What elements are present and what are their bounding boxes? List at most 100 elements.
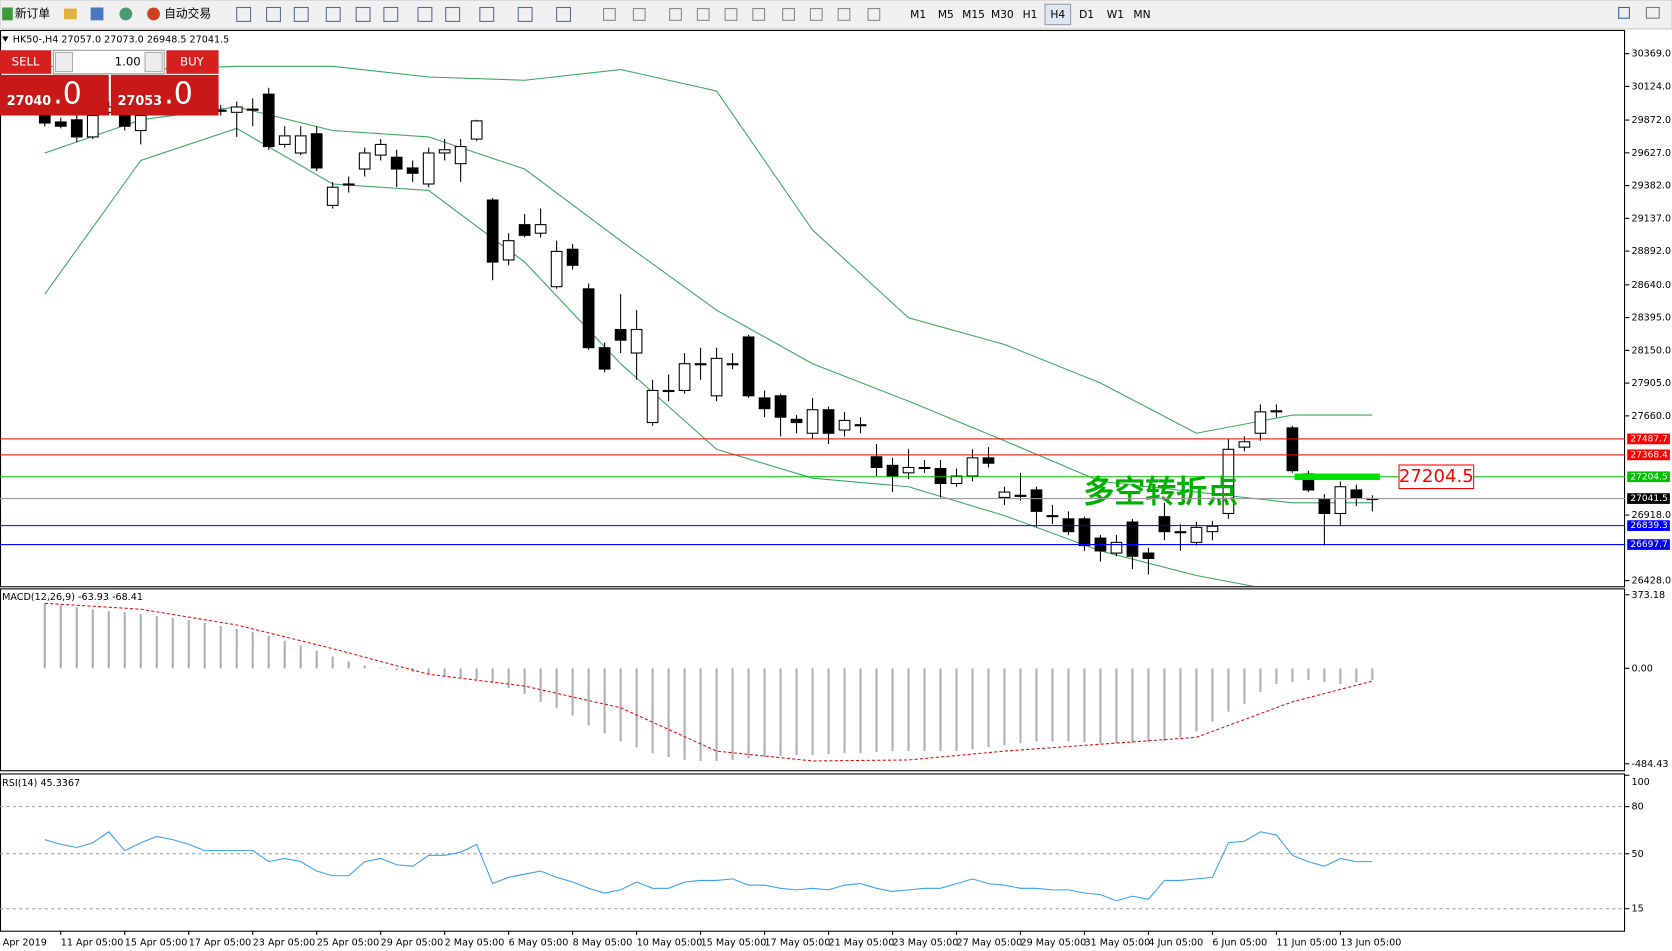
search[interactable] — [1618, 6, 1630, 19]
macd-bar — [939, 668, 942, 752]
auto-trading[interactable]: 自动交易 — [164, 6, 211, 20]
candle-body — [1110, 541, 1123, 554]
candle-body — [966, 457, 979, 477]
timeframe[interactable]: M5 — [938, 8, 954, 21]
icon[interactable] — [90, 7, 104, 21]
tool-icon[interactable] — [236, 6, 252, 22]
x-tick-label: 15 Apr 05:00 — [125, 937, 188, 948]
buy-price-big[interactable]: .0 — [164, 77, 192, 112]
tool-icon[interactable] — [355, 6, 371, 22]
draw-tool[interactable] — [603, 8, 616, 21]
macd-bar — [875, 668, 878, 753]
draw-tool[interactable] — [724, 8, 738, 21]
macd-bar — [363, 665, 366, 669]
draw-tool[interactable] — [809, 8, 823, 21]
buy-price[interactable]: 27053 — [118, 94, 162, 109]
timeframe[interactable]: M1 — [910, 8, 926, 21]
draw-tool[interactable] — [632, 8, 646, 21]
candle-body — [230, 106, 243, 113]
draw-tool[interactable] — [867, 8, 881, 21]
macd-bar — [539, 668, 542, 702]
macd-bar — [555, 668, 558, 708]
candle-body — [54, 121, 67, 127]
draw-tool[interactable] — [752, 8, 766, 21]
tool-icon[interactable] — [293, 6, 309, 22]
rsi-line — [44, 831, 1373, 902]
y-tick-label: 29872.0 — [1631, 115, 1671, 126]
candle-body — [1142, 552, 1155, 559]
level-tag — [1627, 539, 1670, 550]
sell-price-box[interactable] — [0, 74, 109, 116]
lots-down[interactable] — [54, 51, 74, 73]
candle-body — [870, 456, 883, 469]
macd-bar — [331, 656, 334, 669]
timeframe[interactable]: D1 — [1079, 8, 1094, 21]
timeframe[interactable]: MN — [1133, 8, 1150, 21]
draw-tool[interactable] — [669, 8, 682, 21]
tool-icon[interactable] — [325, 6, 341, 22]
toolbar-bg — [0, 0, 1672, 30]
candle-body — [422, 152, 435, 185]
new-order[interactable]: 新订单 — [15, 6, 50, 20]
macd-bar — [267, 635, 270, 669]
macd-bar — [603, 668, 606, 734]
tool-icon[interactable] — [517, 6, 533, 22]
level-tag — [1627, 433, 1670, 445]
sell-button[interactable] — [0, 50, 52, 74]
macd-bar — [251, 631, 254, 669]
auto-trading-icon[interactable] — [147, 7, 160, 21]
sell-price[interactable]: 27040 — [7, 94, 52, 109]
level-label: 26697.7 — [1630, 540, 1667, 550]
x-tick-label: 8 May 05:00 — [573, 937, 633, 948]
timeframe[interactable]: M15 — [962, 8, 985, 21]
macd-panel: MACD(12,26,9) -63.93 -68.41 373.18 0.00 -48… — [2, 590, 1668, 770]
timeframe-active[interactable] — [1044, 3, 1072, 26]
candle-body — [358, 152, 371, 170]
tool-icon[interactable] — [383, 6, 399, 22]
macd-frame — [0, 588, 1626, 772]
macd-bar — [59, 605, 62, 669]
candle-body — [774, 395, 787, 418]
sell-label[interactable]: SELL — [12, 55, 40, 69]
macd-bar — [123, 612, 126, 669]
candle-body — [1014, 494, 1027, 497]
tool-icon[interactable] — [445, 6, 461, 22]
macd-bar — [1307, 668, 1310, 681]
draw-tool[interactable] — [837, 8, 851, 21]
timeframe[interactable]: H1 — [1023, 8, 1038, 21]
macd-bar — [1355, 668, 1358, 683]
chat[interactable] — [1645, 6, 1660, 19]
x-tick-label: 6 May 05:00 — [509, 937, 569, 948]
sell-price-big[interactable]: .0 — [53, 77, 81, 112]
tool-icon[interactable] — [266, 6, 281, 22]
buy-button[interactable] — [166, 50, 219, 74]
icon[interactable] — [119, 7, 133, 21]
draw-tool[interactable] — [696, 8, 710, 21]
macd-bar — [811, 668, 814, 756]
buy-price-box[interactable] — [110, 74, 219, 116]
draw-tool[interactable] — [782, 8, 795, 21]
tool-icon[interactable] — [556, 6, 572, 22]
lots-up[interactable] — [144, 51, 163, 73]
y-tick-label: 15 — [1631, 904, 1643, 915]
icon[interactable] — [63, 8, 77, 20]
new-order-icon[interactable] — [2, 7, 13, 21]
tool-icon[interactable] — [479, 6, 495, 22]
x-tick-label: 4 Jun 05:00 — [1148, 937, 1203, 948]
macd-bar — [491, 668, 494, 683]
macd-bar — [1147, 668, 1150, 743]
lots-value[interactable]: 1.00 — [115, 55, 141, 69]
macd-bar — [923, 668, 926, 752]
level-tag — [1627, 493, 1670, 504]
macd-bar — [1291, 668, 1294, 683]
toolbar: 新订单 自动交易 M1 M5 M15 M30 H1 H4 D1 W1 MN — [0, 0, 1672, 30]
timeframe[interactable]: M30 — [991, 8, 1014, 21]
tool-icon[interactable] — [417, 6, 433, 22]
timeframe[interactable]: W1 — [1107, 8, 1124, 21]
tool-icons — [236, 6, 881, 22]
rsi-frame — [0, 773, 1626, 932]
timeframe[interactable]: H4 — [1050, 8, 1065, 21]
macd-bar — [1179, 668, 1182, 738]
buy-label[interactable]: BUY — [180, 55, 205, 69]
lots-input[interactable] — [52, 49, 165, 75]
